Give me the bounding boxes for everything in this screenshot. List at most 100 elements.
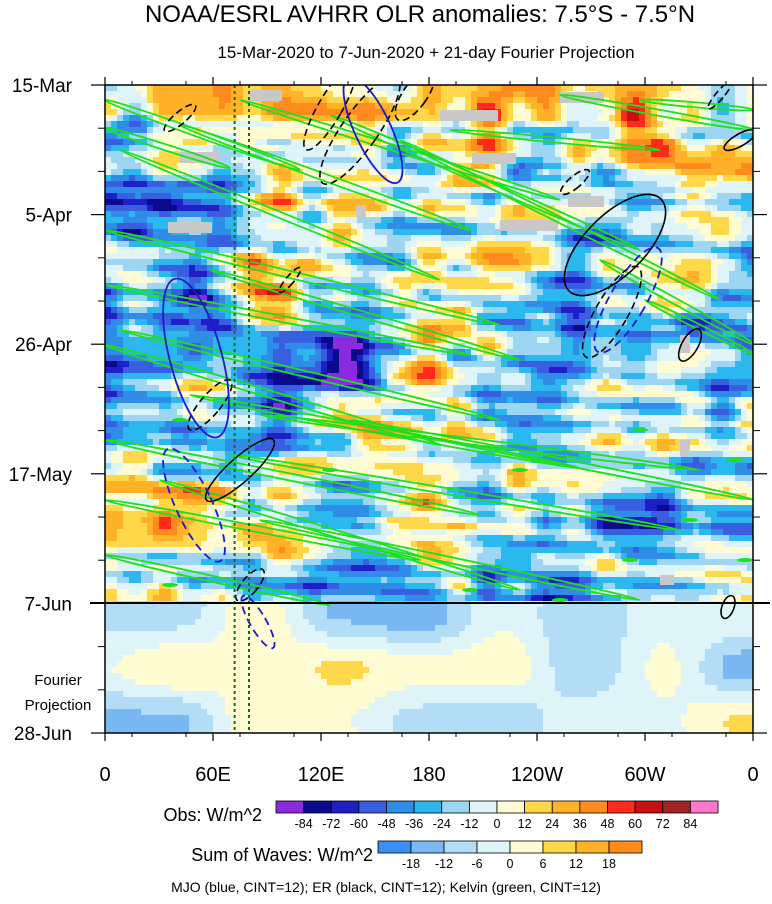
field-cell — [603, 217, 610, 224]
field-cell — [321, 187, 328, 194]
field-cell — [669, 319, 676, 326]
field-cell — [699, 241, 706, 248]
field-cell — [663, 235, 670, 242]
field-cell — [597, 151, 604, 158]
field-cell — [117, 223, 124, 230]
field-cell — [735, 175, 742, 182]
field-cell — [111, 175, 118, 182]
field-cell — [111, 241, 118, 248]
field-cell — [321, 139, 328, 146]
field-cell — [261, 283, 268, 290]
field-cell — [237, 337, 244, 344]
field-cell — [669, 211, 676, 218]
field-cell — [165, 139, 172, 146]
field-cell — [699, 157, 706, 164]
field-cell — [729, 229, 736, 236]
field-cell — [381, 331, 388, 338]
field-cell — [747, 205, 753, 212]
field-cell — [633, 331, 640, 338]
field-cell — [447, 169, 454, 176]
field-cell — [171, 109, 178, 116]
field-cell — [447, 163, 454, 170]
field-cell — [225, 91, 232, 98]
field-cell — [747, 121, 753, 128]
field-cell — [525, 337, 532, 344]
field-cell — [303, 265, 310, 272]
field-cell — [519, 265, 526, 272]
field-cell — [231, 121, 238, 128]
field-cell — [561, 289, 568, 296]
field-cell — [465, 91, 472, 98]
field-cell — [423, 229, 430, 236]
field-cell — [495, 301, 502, 308]
field-cell — [711, 349, 718, 356]
field-cell — [585, 85, 592, 92]
field-cell — [681, 283, 688, 290]
field-cell — [699, 277, 706, 284]
field-cell — [609, 133, 616, 140]
field-cell — [159, 247, 166, 254]
field-cell — [273, 145, 280, 152]
field-cell — [741, 181, 748, 188]
field-cell — [417, 91, 424, 98]
field-cell — [261, 205, 268, 212]
field-cell — [309, 157, 316, 164]
field-cell — [135, 271, 142, 278]
field-cell — [165, 241, 172, 248]
field-cell — [669, 193, 676, 200]
field-cell — [483, 235, 490, 242]
field-cell — [315, 133, 322, 140]
field-cell — [333, 217, 340, 224]
field-cell — [135, 229, 142, 236]
field-cell — [141, 91, 148, 98]
field-cell — [735, 325, 742, 332]
field-cell — [525, 145, 532, 152]
field-cell — [153, 127, 160, 134]
field-cell — [159, 337, 166, 344]
field-cell — [543, 163, 550, 170]
field-cell — [489, 241, 496, 248]
field-cell — [519, 289, 526, 296]
field-cell — [711, 337, 718, 344]
field-cell — [249, 169, 256, 176]
field-cell — [327, 187, 334, 194]
field-cell — [123, 139, 130, 146]
field-cell — [699, 163, 706, 170]
field-cell — [105, 349, 112, 356]
field-cell — [729, 193, 736, 200]
field-cell — [243, 139, 250, 146]
field-cell — [639, 229, 646, 236]
field-cell — [249, 247, 256, 254]
field-cell — [453, 121, 460, 128]
field-cell — [279, 301, 286, 308]
field-cell — [405, 241, 412, 248]
field-cell — [699, 133, 706, 140]
field-cell — [711, 181, 718, 188]
field-cell — [267, 337, 274, 344]
field-cell — [213, 181, 220, 188]
field-cell — [159, 277, 166, 284]
field-cell — [381, 265, 388, 272]
field-cell — [681, 109, 688, 116]
field-cell — [567, 229, 574, 236]
field-cell — [675, 205, 682, 212]
field-cell — [141, 133, 148, 140]
field-cell — [699, 319, 706, 326]
field-cell — [159, 181, 166, 188]
field-cell — [681, 211, 688, 218]
field-cell — [459, 283, 466, 290]
field-cell — [549, 349, 556, 356]
field-cell — [351, 355, 358, 362]
field-cell — [147, 85, 154, 92]
field-cell — [723, 253, 730, 260]
field-cell — [189, 361, 196, 368]
field-cell — [675, 217, 682, 224]
field-cell — [351, 307, 358, 314]
field-cell — [555, 247, 562, 254]
field-cell — [207, 247, 214, 254]
field-cell — [183, 355, 190, 362]
field-cell — [603, 295, 610, 302]
field-cell — [681, 181, 688, 188]
field-cell — [651, 193, 658, 200]
field-cell — [285, 325, 292, 332]
